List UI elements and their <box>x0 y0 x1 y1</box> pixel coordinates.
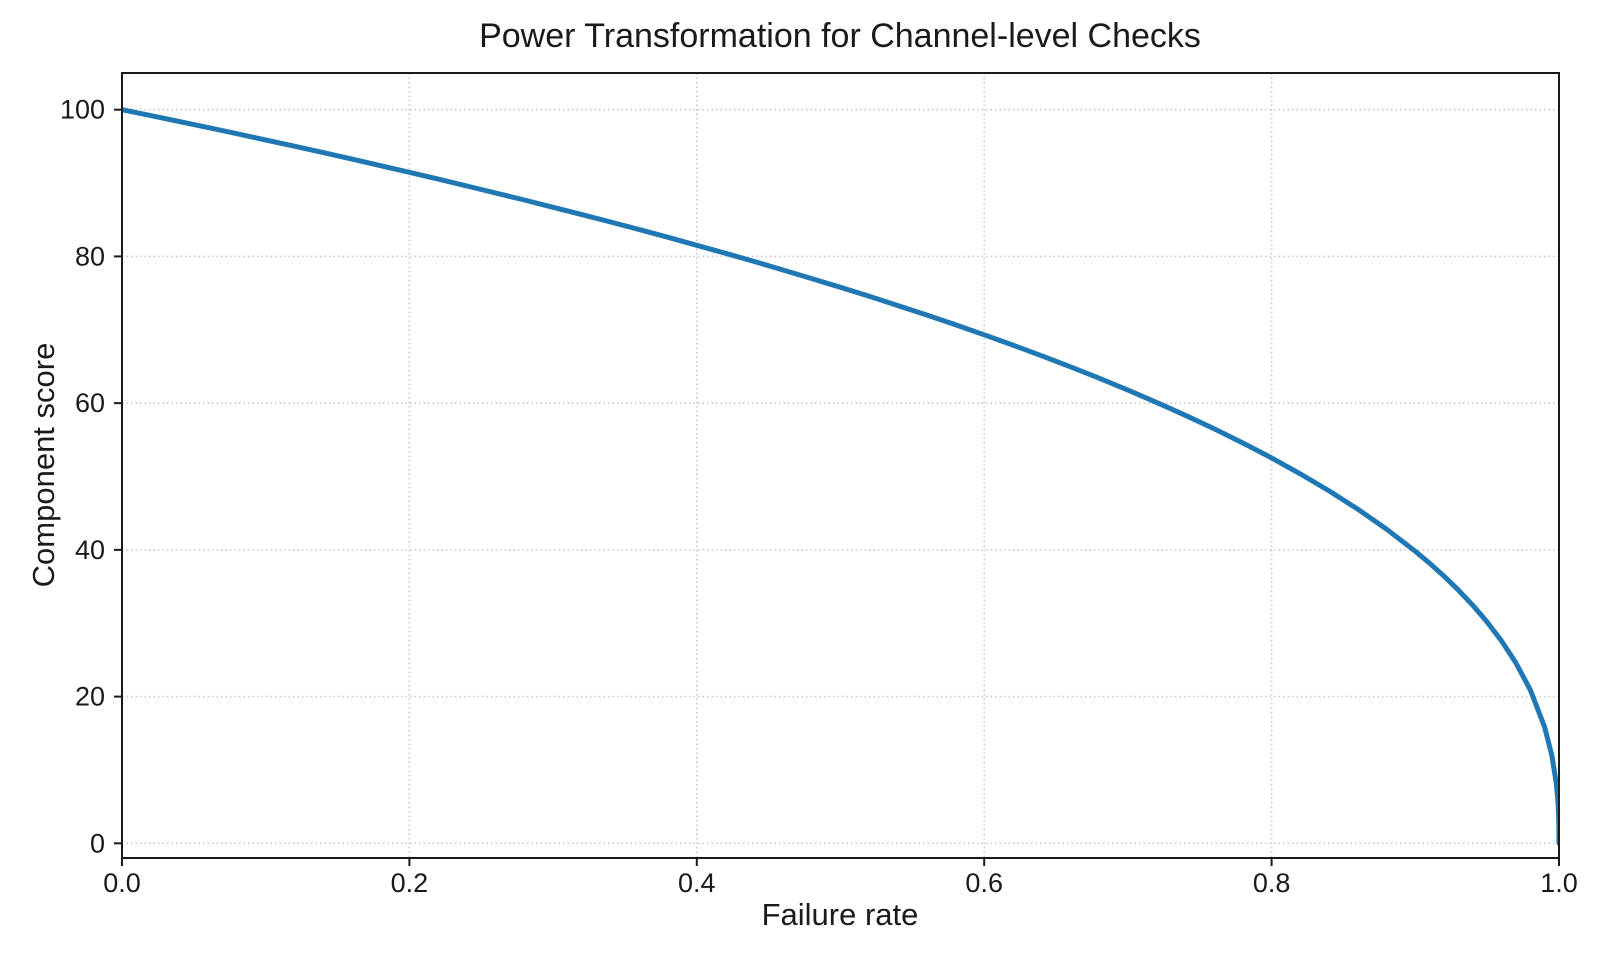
y-tick-label: 20 <box>75 682 105 712</box>
grid-layer <box>121 73 1560 858</box>
y-tick-label: 40 <box>75 535 105 565</box>
x-tick-label: 1.0 <box>1540 868 1578 898</box>
y-tick-label: 0 <box>90 828 105 858</box>
axis-tick-label-layer: 0.0 0.2 0.4 0.6 0.8 1.0 0 20 40 60 80 100 <box>60 95 1578 898</box>
axis-tick-layer <box>114 108 1560 866</box>
x-tick-label: 0.2 <box>391 868 429 898</box>
x-tick-label: 0.8 <box>1253 868 1291 898</box>
y-tick-label: 60 <box>75 388 105 418</box>
y-tick-label: 100 <box>60 95 105 125</box>
x-tick-label: 0.6 <box>965 868 1003 898</box>
y-axis-label: Component score <box>26 343 61 588</box>
chart-title: Power Transformation for Channel-level C… <box>479 17 1201 55</box>
x-tick-label: 0.4 <box>678 868 716 898</box>
x-axis-label: Failure rate <box>762 897 919 932</box>
plot-frame <box>121 72 1560 859</box>
series-layer <box>122 107 1559 846</box>
component-score-curve <box>122 107 1559 846</box>
x-tick-label: 0.0 <box>103 868 141 898</box>
y-tick-label: 80 <box>75 241 105 271</box>
